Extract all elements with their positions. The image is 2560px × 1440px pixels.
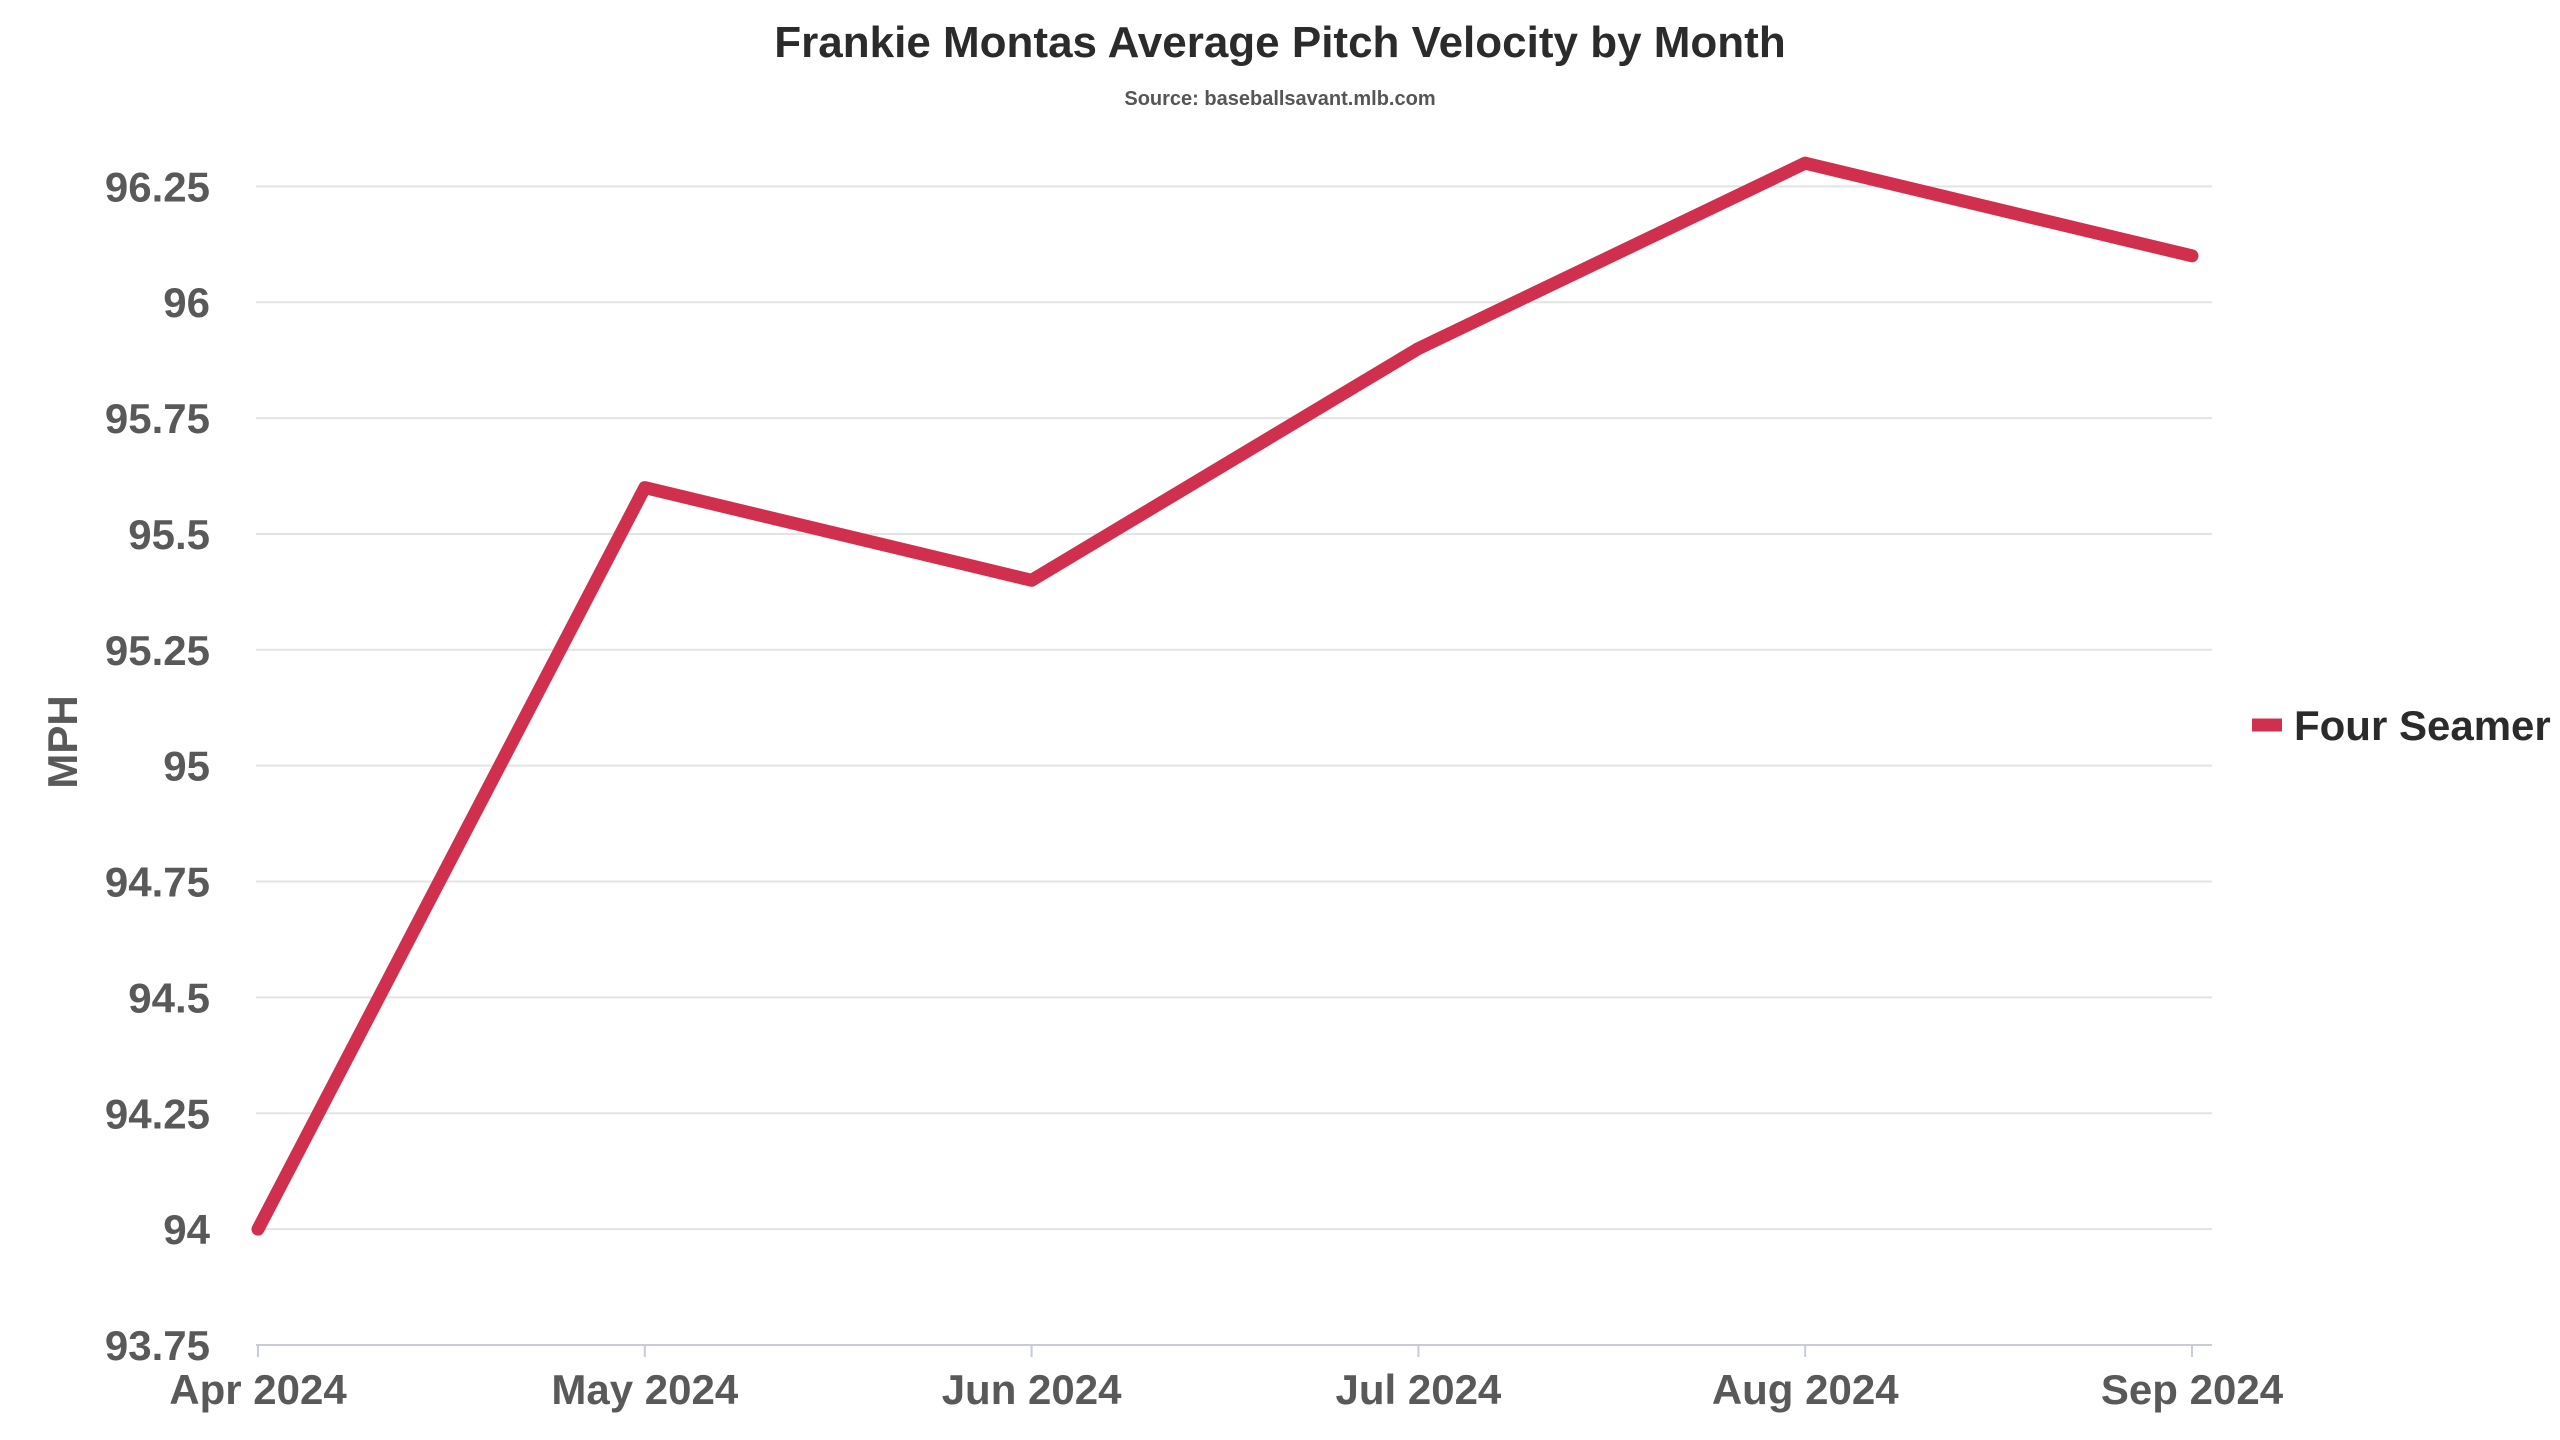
legend-label[interactable]: Four Seamer bbox=[2294, 702, 2551, 749]
data-point[interactable] bbox=[252, 1223, 264, 1236]
chart-subtitle: Source: baseballsavant.mlb.com bbox=[1124, 88, 1435, 110]
series-line-four-seamer[interactable] bbox=[251, 156, 2199, 1236]
y-tick-label: 96 bbox=[163, 279, 210, 326]
y-tick-label: 95.25 bbox=[105, 627, 210, 674]
data-point[interactable] bbox=[2186, 249, 2198, 262]
y-tick-label: 96.25 bbox=[105, 163, 210, 210]
x-tick-label: Apr 2024 bbox=[169, 1366, 347, 1413]
y-tick-label: 94.25 bbox=[105, 1090, 210, 1137]
x-tick-label: May 2024 bbox=[551, 1366, 738, 1413]
x-tick-label: Jun 2024 bbox=[942, 1366, 1122, 1413]
series-layer bbox=[251, 156, 2199, 1236]
y-tick-label: 93.75 bbox=[105, 1322, 210, 1369]
legend[interactable]: Four Seamer bbox=[2252, 702, 2551, 749]
data-point[interactable] bbox=[638, 481, 651, 494]
data-point[interactable] bbox=[1025, 574, 1038, 587]
y-tick-label: 95 bbox=[163, 743, 210, 790]
y-tick-label: 95.75 bbox=[105, 395, 210, 442]
y-tick-label: 95.5 bbox=[128, 511, 210, 558]
y-axis-title: MPH bbox=[39, 695, 86, 788]
y-axis-ticks: 93.75 94 94.25 94.5 94.75 95 95.25 95.5 95.75 96 9… bbox=[105, 163, 211, 1369]
y-tick-label: 94.75 bbox=[105, 859, 210, 906]
data-point[interactable] bbox=[1799, 157, 1812, 170]
chart-title: Frankie Montas Average Pitch Velocity by… bbox=[774, 18, 1785, 67]
y-tick-label: 94 bbox=[163, 1206, 210, 1253]
x-axis-ticks: Apr 2024 May 2024 Jun 2024 Jul 2024 Aug 2024… bbox=[169, 1345, 2284, 1413]
gridlines bbox=[256, 185, 2212, 1231]
y-tick-label: 94.5 bbox=[128, 974, 210, 1021]
x-tick-label: Aug 2024 bbox=[1712, 1366, 1899, 1413]
x-tick-label: Sep 2024 bbox=[2101, 1366, 2284, 1413]
data-point[interactable] bbox=[1412, 342, 1425, 355]
x-tick-label: Jul 2024 bbox=[1336, 1366, 1502, 1413]
